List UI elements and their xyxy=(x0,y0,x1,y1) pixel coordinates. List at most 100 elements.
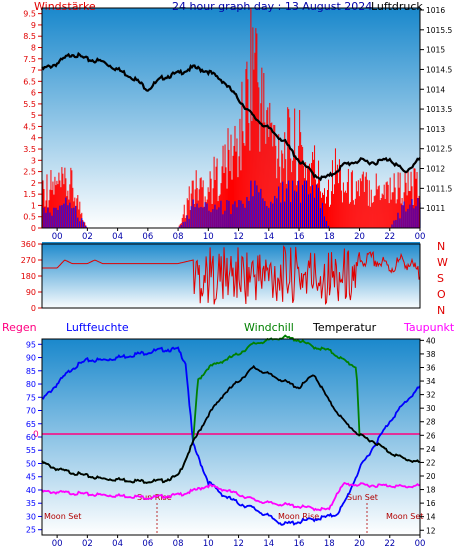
temperature-tick-label: 38 xyxy=(426,350,436,359)
direction-tick-label: 270 xyxy=(21,256,36,265)
wind-tick-label: 3.5 xyxy=(23,145,36,154)
time-tick-label: 12 xyxy=(233,539,244,549)
time-tick-label: 10 xyxy=(203,232,214,242)
time-tick-label: 18 xyxy=(324,539,335,549)
wind-tick-label: 5 xyxy=(31,111,36,120)
humidity-tick-label: 55 xyxy=(26,446,36,455)
time-tick-label: 06 xyxy=(142,539,153,549)
temperature-line xyxy=(41,364,420,484)
direction-letter-w: W xyxy=(437,256,448,269)
moon-set-right-label: Moon Set xyxy=(386,512,423,521)
rain-zero-label: 0 xyxy=(33,430,39,440)
temperature-tick-label: 24 xyxy=(426,445,436,454)
temperature-tick-label: 28 xyxy=(426,418,436,427)
pressure-tick-label: 1015.5 xyxy=(426,26,452,35)
humidity-tick-label: 25 xyxy=(26,526,36,535)
wind-direction-line xyxy=(42,244,421,305)
humidity-tick-label: 75 xyxy=(26,393,36,402)
direction-letter-o: O xyxy=(437,288,446,301)
humidity-tick-label: 85 xyxy=(26,367,36,376)
windchill-legend: Windchill xyxy=(244,321,294,334)
moon-rise-label: Moon Rise xyxy=(278,512,319,521)
time-tick-label: 22 xyxy=(384,232,395,242)
humidity-tick-label: 45 xyxy=(26,473,36,482)
wind-tick-label: 7 xyxy=(31,66,36,75)
wind-tick-label: 4.5 xyxy=(23,122,36,131)
time-tick-label: 22 xyxy=(384,539,395,549)
direction-tick-label: 180 xyxy=(21,272,36,281)
pressure-axis-label: Luftdruck xyxy=(371,0,423,13)
temperature-tick-label: 40 xyxy=(426,336,436,345)
time-tick-label: 08 xyxy=(173,232,184,242)
time-tick-label: 14 xyxy=(263,539,274,549)
direction-letter-n-top: N xyxy=(437,240,445,253)
pressure-tick-label: 1012 xyxy=(426,165,445,174)
wind-tick-label: 5.5 xyxy=(23,100,36,109)
time-tick-label: 00 xyxy=(52,539,63,549)
time-tick-label: 00 xyxy=(415,539,426,549)
humidity-tick-label: 35 xyxy=(26,499,36,508)
plot-frame-wind-pressure xyxy=(41,7,421,229)
time-tick-label: 00 xyxy=(415,232,426,242)
wind-tick-label: 9 xyxy=(31,21,36,30)
time-tick-label: 16 xyxy=(294,232,305,242)
temperature-legend: Temperatur xyxy=(312,321,377,334)
temperature-tick-label: 26 xyxy=(426,431,436,440)
wind-tick-label: 1 xyxy=(31,201,36,210)
pressure-tick-label: 1015 xyxy=(426,46,445,55)
wind-axis-label: Windstärke xyxy=(34,0,96,13)
humidity-tick-label: 65 xyxy=(26,420,36,429)
temperature-tick-label: 12 xyxy=(426,526,436,535)
temperature-tick-label: 30 xyxy=(426,404,436,413)
pressure-tick-label: 1013.5 xyxy=(426,105,452,114)
humidity-tick-label: 90 xyxy=(26,354,36,363)
wind-tick-label: 8 xyxy=(31,43,36,52)
wind-tick-label: 6.5 xyxy=(23,77,36,86)
temperature-tick-label: 34 xyxy=(426,377,436,386)
time-tick-label: 12 xyxy=(233,232,244,242)
humidity-tick-label: 80 xyxy=(26,380,36,389)
temperature-tick-label: 20 xyxy=(426,472,436,481)
time-tick-label: 08 xyxy=(173,539,184,549)
wind-tick-label: 0.5 xyxy=(23,213,36,222)
chart-title: 24 hour graph day : 13 August 2024 xyxy=(172,0,372,13)
temperature-tick-label: 18 xyxy=(426,486,436,495)
pressure-tick-label: 1011 xyxy=(426,204,445,213)
pressure-tick-label: 1014 xyxy=(426,85,445,94)
direction-tick-label: 90 xyxy=(26,288,36,297)
plot-frame-wind-direction xyxy=(41,243,421,309)
humidity-tick-label: 50 xyxy=(26,459,36,468)
wind-tick-label: 3 xyxy=(31,156,36,165)
pressure-tick-label: 1011.5 xyxy=(426,184,452,193)
temperature-tick-label: 16 xyxy=(426,499,436,508)
wind-tick-label: 9.5 xyxy=(23,10,36,19)
plot-area-wind-direction xyxy=(42,242,420,310)
direction-letter-s: S xyxy=(437,272,444,285)
direction-tick-label: 0 xyxy=(31,304,36,313)
humidity-tick-label: 30 xyxy=(26,512,36,521)
time-tick-label: 02 xyxy=(82,232,93,242)
time-tick-label: 20 xyxy=(354,539,365,549)
sun-rise-label: Sun Rise xyxy=(137,493,172,502)
wind-tick-label: 4 xyxy=(31,134,36,143)
humidity-tick-label: 95 xyxy=(26,340,36,349)
rain-axis-label: Regen xyxy=(2,321,37,334)
time-tick-label: 02 xyxy=(82,539,93,549)
wind-tick-label: 8.5 xyxy=(23,32,36,41)
humidity-tick-label: 60 xyxy=(26,433,36,442)
moon-set-left-label: Moon Set xyxy=(44,512,81,521)
plot-frame-temperature-humidity xyxy=(41,338,421,536)
wind-tick-label: 0 xyxy=(31,224,36,233)
pressure-tick-label: 1016 xyxy=(426,6,445,15)
humidity-tick-label: 40 xyxy=(26,486,36,495)
time-tick-label: 16 xyxy=(294,539,305,549)
wind-tick-label: 1.5 xyxy=(23,190,36,199)
temperature-tick-label: 32 xyxy=(426,391,436,400)
pressure-tick-label: 1014.5 xyxy=(426,65,452,74)
wind-tick-label: 6 xyxy=(31,89,36,98)
humidity-legend: Luftfeuchte xyxy=(66,321,129,334)
direction-letter-n-bottom: N xyxy=(437,304,445,317)
temperature-tick-label: 22 xyxy=(426,458,436,467)
